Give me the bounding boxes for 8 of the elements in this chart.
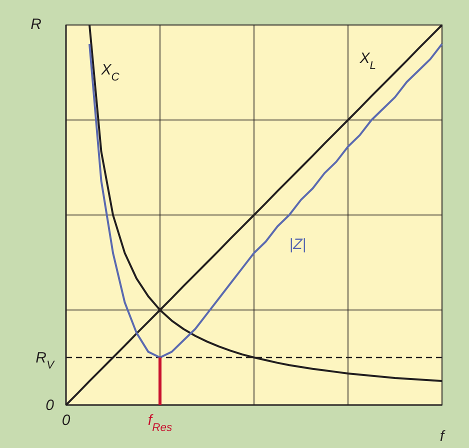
y-axis-title: R (30, 16, 42, 33)
ref-line-label: R$_{V}$ (36, 350, 56, 372)
series-label: |Z| (289, 236, 306, 254)
x-axis-title: f (440, 428, 446, 445)
series-label: X$_{L}$ (358, 50, 376, 72)
series-label: X$_{C}$ (100, 61, 120, 84)
text: 0 (46, 397, 55, 414)
x-tick-label: f$_{Res}$ (148, 412, 172, 434)
